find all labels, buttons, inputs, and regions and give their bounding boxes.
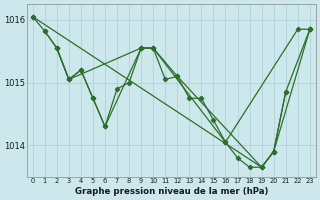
X-axis label: Graphe pression niveau de la mer (hPa): Graphe pression niveau de la mer (hPa) — [75, 187, 268, 196]
